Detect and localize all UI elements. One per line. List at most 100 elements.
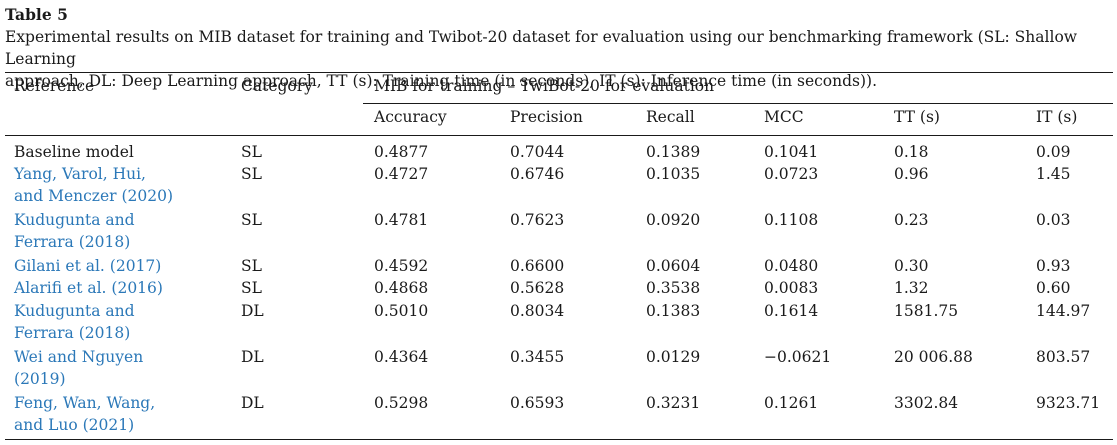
metric-value-cell: 0.1614 [764,302,819,320]
reference-cell-line-2: and Luo (2021) [14,414,134,436]
metric-value-cell: 803.57 [1036,348,1091,366]
citation-year-link[interactable]: 2021 [88,416,129,434]
category-cell: SL [241,257,262,275]
citation-close-paren: ) [124,233,131,251]
reference-text: and Menczer ( [14,187,128,205]
reference-text: Ferrara ( [14,324,85,342]
citation-close-paren: ) [128,416,135,434]
metric-value-cell: 0.7044 [510,143,565,161]
caption-line-2: approach, DL: Deep Learning approach, TT… [5,72,878,90]
metric-value-cell: 0.1108 [764,211,819,229]
reference-text: Alarifi et al. ( [14,279,118,297]
category-cell: SL [241,165,262,183]
metric-value-cell: 0.0604 [646,257,701,275]
reference-cell-line-2: and Menczer (2020) [14,185,173,207]
metric-value-cell: 0.4364 [374,348,429,366]
caption-line-1: Experimental results on MIB dataset for … [5,28,1078,68]
metric-value-cell: 1.32 [894,279,929,297]
header-category: Category [241,77,313,95]
metric-value-cell: 20 006.88 [894,348,973,366]
reference-text: ( [14,370,21,388]
reference-cell: Gilani et al. (2017) [14,255,161,277]
reference-cell-line-2: (2019) [14,368,66,390]
metric-value-cell: 0.93 [1036,257,1071,275]
metric-value-cell: 0.4781 [374,211,429,229]
header-metric: Recall [646,108,695,126]
header-bottom-rule [5,135,1113,136]
reference-cell-line-2: Ferrara (2018) [14,322,130,344]
citation-year-link[interactable]: 2018 [84,324,125,342]
reference-text: Feng, Wan, Wang, [14,394,156,412]
header-metric: IT (s) [1036,108,1078,126]
reference-cell: Kudugunta and [14,300,135,322]
reference-text: Gilani et al. ( [14,257,116,275]
metric-value-cell: 0.5010 [374,302,429,320]
citation-year-link[interactable]: 2018 [84,233,125,251]
reference-text: Wei and Nguyen [14,348,144,366]
metric-value-cell: 1581.75 [894,302,959,320]
metric-value-cell: 1.45 [1036,165,1071,183]
top-rule [5,72,1113,73]
metric-value-cell: 0.4868 [374,279,429,297]
reference-cell-line-2: Ferrara (2018) [14,231,130,253]
metric-value-cell: 0.18 [894,143,929,161]
metric-value-cell: 0.4592 [374,257,429,275]
header-reference: Reference [14,77,95,95]
citation-close-paren: ) [59,370,66,388]
metric-value-cell: 0.30 [894,257,929,275]
metric-value-cell: 0.6593 [510,394,565,412]
metric-value-cell: 0.0480 [764,257,819,275]
header-metric: Precision [510,108,583,126]
citation-year-link[interactable]: 2019 [20,370,60,388]
citation-close-paren: ) [155,257,162,275]
category-cell: DL [241,302,264,320]
header-metric: TT (s) [894,108,940,126]
metric-value-cell: 0.1389 [646,143,701,161]
citation-year-link[interactable]: 2017 [115,257,156,275]
metric-value-cell: 0.09 [1036,143,1071,161]
category-cell: SL [241,211,262,229]
metric-value-cell: 0.23 [894,211,929,229]
header-metric: MCC [764,108,804,126]
table-caption: Table 5 Experimental results on MIB data… [5,4,1113,92]
group-rule [363,103,1113,104]
metric-value-cell: 144.97 [1036,302,1091,320]
metric-value-cell: 0.1383 [646,302,701,320]
citation-close-paren: ) [124,324,131,342]
category-cell: SL [241,279,262,297]
metric-value-cell: 0.4727 [374,165,429,183]
metric-value-cell: 3302.84 [894,394,959,412]
metric-value-cell: 0.1041 [764,143,819,161]
metric-value-cell: 0.0920 [646,211,701,229]
citation-year-link[interactable]: 2016 [117,279,157,297]
metric-value-cell: 0.6600 [510,257,565,275]
reference-cell: Feng, Wan, Wang, [14,392,155,414]
metric-value-cell: 9323.71 [1036,394,1101,412]
metric-value-cell: 0.3455 [510,348,565,366]
category-cell: DL [241,348,264,366]
metric-value-cell: 0.7623 [510,211,565,229]
header-metric: Accuracy [374,108,447,126]
metric-value-cell: 0.96 [894,165,929,183]
category-cell: SL [241,143,262,161]
reference-text: Kudugunta and [14,211,135,229]
reference-cell: Kudugunta and [14,209,135,231]
table-label: Table 5 [5,5,68,24]
reference-text: and Luo ( [14,416,89,434]
metric-value-cell: 0.60 [1036,279,1071,297]
citation-year-link[interactable]: 2020 [127,187,167,205]
metric-value-cell: 0.1035 [646,165,701,183]
metric-value-cell: 0.5628 [510,279,565,297]
metric-value-cell: 0.0723 [764,165,819,183]
metric-value-cell: 0.3538 [646,279,701,297]
citation-close-paren: ) [156,279,163,297]
metric-value-cell: 0.0129 [646,348,701,366]
reference-cell: Alarifi et al. (2016) [14,277,163,299]
metric-value-cell: 0.6746 [510,165,565,183]
metric-value-cell: 0.5298 [374,394,429,412]
reference-text: Yang, Varol, Hui, [14,165,146,183]
reference-text: Ferrara ( [14,233,85,251]
header-group: MIB for training – TwiBot-20 for evaluat… [374,77,715,95]
metric-value-cell: 0.4877 [374,143,429,161]
